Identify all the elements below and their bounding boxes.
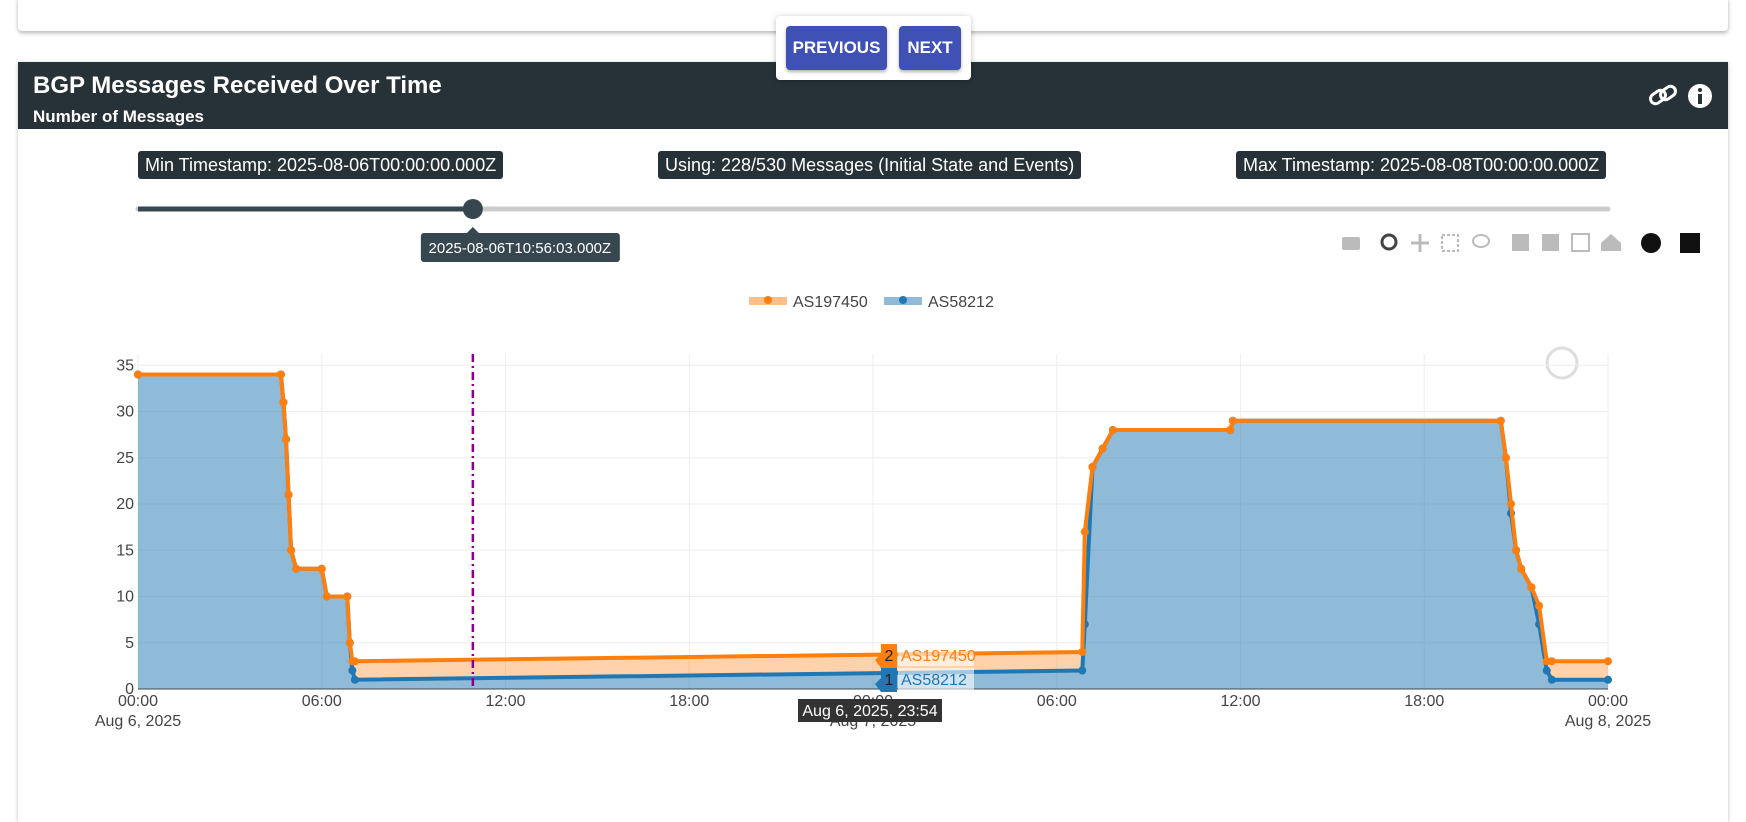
messages-used: Using: 228/530 Messages (Initial State a… bbox=[658, 151, 1082, 179]
hover-x-label: Aug 6, 2025, 23:54 bbox=[802, 703, 937, 720]
x-tick-label: 06:00 bbox=[1037, 693, 1077, 710]
y-tick-label: 0 bbox=[125, 681, 134, 698]
point bbox=[1078, 648, 1087, 656]
legend-marker bbox=[899, 296, 907, 304]
point bbox=[1507, 500, 1516, 508]
point bbox=[276, 370, 285, 379]
point bbox=[1535, 601, 1544, 610]
card-subtitle: Number of Messages bbox=[33, 107, 204, 126]
x-date-label: Aug 6, 2025 bbox=[95, 713, 181, 730]
legend-marker bbox=[764, 296, 772, 304]
autoscale-icon[interactable] bbox=[1571, 233, 1590, 252]
card-header: BGP Messages Received Over Time Number o… bbox=[18, 62, 1728, 129]
hover-tag bbox=[875, 668, 897, 692]
point bbox=[350, 675, 359, 684]
slider-tooltip-text: 2025-08-06T10:56:03.000Z bbox=[429, 240, 612, 257]
nav-box: PREVIOUS NEXT bbox=[776, 16, 971, 80]
hover-name: AS58212 bbox=[901, 672, 967, 689]
lasso-icon[interactable] bbox=[1472, 234, 1490, 248]
y-tick-label: 20 bbox=[116, 496, 134, 513]
x-tick-label: 00:00 bbox=[1588, 693, 1628, 710]
point bbox=[343, 592, 352, 601]
slider-tooltip bbox=[420, 233, 620, 262]
point bbox=[345, 638, 354, 647]
select-icon[interactable] bbox=[1441, 234, 1459, 252]
hover-name: AS197450 bbox=[901, 648, 976, 665]
point bbox=[282, 435, 291, 444]
zoom-out-icon[interactable] bbox=[1542, 234, 1559, 251]
y-tick-label: 10 bbox=[116, 589, 134, 606]
point bbox=[1547, 675, 1556, 684]
y-tick-label: 5 bbox=[125, 635, 134, 652]
previous-button[interactable]: PREVIOUS bbox=[786, 26, 887, 70]
max-timestamp: Max Timestamp: 2025-08-08T00:00:00.000Z bbox=[1236, 151, 1607, 179]
legend-label: AS58212 bbox=[928, 294, 994, 311]
hover-bg bbox=[898, 644, 974, 666]
x-date-label: Aug 8, 2025 bbox=[1565, 713, 1651, 730]
chart-icon[interactable] bbox=[1680, 233, 1700, 253]
y-tick-label: 25 bbox=[116, 450, 134, 467]
point bbox=[350, 657, 359, 666]
point bbox=[1098, 444, 1107, 453]
y-tick-label: 35 bbox=[116, 357, 134, 374]
point bbox=[1078, 666, 1087, 675]
slider-handle[interactable] bbox=[462, 199, 483, 219]
point bbox=[1512, 546, 1521, 555]
point bbox=[1226, 426, 1235, 434]
point bbox=[1108, 426, 1117, 434]
x-tick-label: 18:00 bbox=[1404, 693, 1444, 710]
point bbox=[348, 666, 357, 675]
modebar bbox=[1342, 233, 1700, 253]
point bbox=[279, 398, 288, 407]
pan-icon[interactable] bbox=[1411, 234, 1429, 252]
point bbox=[1542, 666, 1551, 675]
camera-icon[interactable] bbox=[1342, 237, 1360, 250]
link-icon[interactable] bbox=[1649, 84, 1678, 106]
hover-x-box bbox=[798, 699, 942, 722]
header-icons bbox=[1649, 84, 1712, 108]
point bbox=[1501, 453, 1510, 462]
logo bbox=[1545, 346, 1579, 380]
min-timestamp: Min Timestamp: 2025-08-06T00:00:00.000Z bbox=[138, 151, 504, 179]
next-button[interactable]: NEXT bbox=[899, 26, 961, 70]
legend-label: AS197450 bbox=[793, 294, 868, 311]
point bbox=[322, 592, 331, 601]
point bbox=[317, 564, 326, 573]
palette-icon[interactable] bbox=[1641, 233, 1661, 253]
zoom-icon[interactable] bbox=[1380, 233, 1398, 251]
point bbox=[1517, 564, 1526, 573]
card-title: BGP Messages Received Over Time bbox=[33, 72, 442, 99]
x-tick-label: 12:00 bbox=[1220, 693, 1260, 710]
hover-value: 1 bbox=[885, 672, 894, 689]
x-tick-label: 18:00 bbox=[669, 693, 709, 710]
slider-tooltip-arrow bbox=[466, 227, 479, 233]
point bbox=[1496, 416, 1505, 425]
hover-value: 2 bbox=[885, 648, 894, 665]
point bbox=[1604, 675, 1612, 684]
page: PREVIOUS NEXT BGP Messages Received Over… bbox=[18, 16, 1728, 730]
point bbox=[292, 564, 301, 573]
point bbox=[1088, 463, 1097, 471]
hover-bg bbox=[898, 668, 974, 690]
point bbox=[1547, 657, 1556, 666]
point bbox=[1080, 527, 1089, 536]
point bbox=[287, 546, 296, 555]
hover-tag bbox=[875, 644, 897, 668]
x-tick-label: 12:00 bbox=[485, 693, 525, 710]
point bbox=[1604, 657, 1612, 666]
point bbox=[1527, 583, 1536, 592]
x-tick-label: 00:00 bbox=[118, 693, 158, 710]
point bbox=[1228, 416, 1237, 425]
y-tick-label: 30 bbox=[116, 404, 134, 421]
chart: 0 5 10 15 20 25 30 35 00:00 06:00 12:00 18:00 00:00 0… bbox=[95, 199, 1700, 730]
point bbox=[134, 370, 142, 379]
info-glyph bbox=[1698, 94, 1702, 104]
area bbox=[138, 374, 1608, 689]
y-tick-label: 15 bbox=[116, 542, 134, 559]
zoom-in-icon[interactable] bbox=[1512, 234, 1529, 251]
x-tick-label: 06:00 bbox=[302, 693, 342, 710]
info-dot bbox=[1698, 88, 1702, 92]
point bbox=[284, 490, 293, 499]
reset-icon[interactable] bbox=[1601, 234, 1621, 251]
